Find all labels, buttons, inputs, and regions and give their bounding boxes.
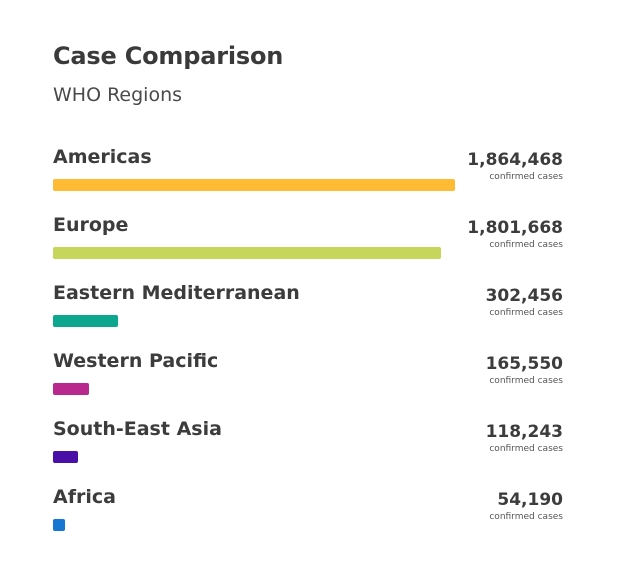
bar-track — [53, 179, 455, 191]
case-count: 302,456 — [485, 286, 563, 306]
case-count: 1,864,468 — [467, 150, 563, 170]
case-unit-label: confirmed cases — [489, 444, 563, 454]
chart-title: Case Comparison — [53, 42, 284, 70]
bar-track — [53, 315, 455, 327]
bar-track — [53, 451, 455, 463]
region-name: Western Pacific — [53, 350, 219, 372]
case-count: 54,190 — [497, 490, 563, 510]
value-block: 1,801,668 confirmed cases — [423, 217, 563, 251]
value-block: 118,243 confirmed cases — [423, 421, 563, 455]
case-unit-label: confirmed cases — [489, 172, 563, 182]
bar — [53, 383, 89, 395]
case-unit-label: confirmed cases — [489, 512, 563, 522]
region-name: Americas — [53, 146, 152, 168]
region-name: South-East Asia — [53, 418, 222, 440]
region-row: Western Pacific 165,550 confirmed cases — [53, 350, 563, 418]
bar — [53, 451, 79, 463]
case-count: 165,550 — [485, 354, 563, 374]
region-row: Americas 1,864,468 confirmed cases — [53, 146, 563, 214]
value-block: 302,456 confirmed cases — [423, 285, 563, 319]
bar — [53, 315, 119, 327]
region-row: Eastern Mediterranean 302,456 confirmed ca… — [53, 282, 563, 350]
value-block: 165,550 confirmed cases — [423, 353, 563, 387]
bar-track — [53, 247, 455, 259]
region-name: Africa — [53, 486, 116, 508]
case-unit-label: confirmed cases — [489, 240, 563, 250]
region-row: Europe 1,801,668 confirmed cases — [53, 214, 563, 282]
case-unit-label: confirmed cases — [489, 376, 563, 386]
region-rows: Americas 1,864,468 confirmed cases Europe 1,… — [53, 146, 563, 554]
chart-subtitle: WHO Regions — [53, 84, 183, 106]
case-count: 1,801,668 — [467, 218, 563, 238]
region-row: South-East Asia 118,243 confirmed cases — [53, 418, 563, 486]
region-name: Europe — [53, 214, 129, 236]
value-block: 54,190 confirmed cases — [423, 489, 563, 523]
case-unit-label: confirmed cases — [489, 308, 563, 318]
value-block: 1,864,468 confirmed cases — [423, 149, 563, 183]
bar-track — [53, 383, 455, 395]
bar-track — [53, 519, 455, 531]
case-count: 118,243 — [485, 422, 563, 442]
region-row: Africa 54,190 confirmed cases — [53, 486, 563, 554]
bar — [53, 247, 442, 259]
region-name: Eastern Mediterranean — [53, 282, 300, 304]
bar — [53, 519, 65, 531]
bar — [53, 179, 455, 191]
